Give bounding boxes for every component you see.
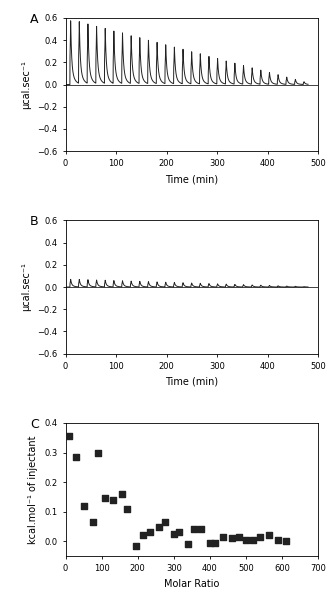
Point	[162, 517, 167, 527]
Point	[140, 530, 146, 540]
Point	[198, 524, 203, 534]
Point	[220, 532, 225, 542]
Point	[251, 535, 256, 545]
Point	[283, 536, 288, 546]
X-axis label: Time (min): Time (min)	[165, 377, 218, 386]
Point	[110, 495, 115, 505]
Point	[157, 521, 162, 531]
Point	[213, 538, 218, 548]
Point	[95, 448, 101, 457]
Point	[148, 527, 153, 537]
Text: C: C	[30, 417, 39, 431]
Point	[186, 539, 191, 549]
Point	[236, 532, 241, 542]
Point	[243, 535, 249, 545]
Point	[90, 517, 95, 527]
Text: A: A	[30, 13, 39, 26]
Point	[81, 501, 86, 511]
Point	[119, 489, 124, 499]
Point	[207, 538, 213, 548]
Point	[74, 452, 79, 462]
Text: B: B	[30, 215, 39, 228]
Point	[258, 532, 263, 542]
X-axis label: Time (min): Time (min)	[165, 174, 218, 184]
Point	[67, 432, 72, 441]
Y-axis label: kcal.mol⁻¹ of injectant: kcal.mol⁻¹ of injectant	[29, 435, 38, 544]
Point	[176, 527, 182, 537]
Point	[133, 541, 138, 551]
Point	[103, 493, 108, 503]
X-axis label: Molar Ratio: Molar Ratio	[164, 579, 219, 589]
Point	[276, 535, 281, 545]
Y-axis label: μcal.sec⁻¹: μcal.sec⁻¹	[21, 263, 31, 312]
Point	[229, 533, 234, 543]
Point	[267, 530, 272, 540]
Y-axis label: μcal.sec⁻¹: μcal.sec⁻¹	[21, 60, 31, 109]
Point	[191, 524, 196, 534]
Point	[171, 529, 176, 539]
Point	[124, 504, 130, 514]
